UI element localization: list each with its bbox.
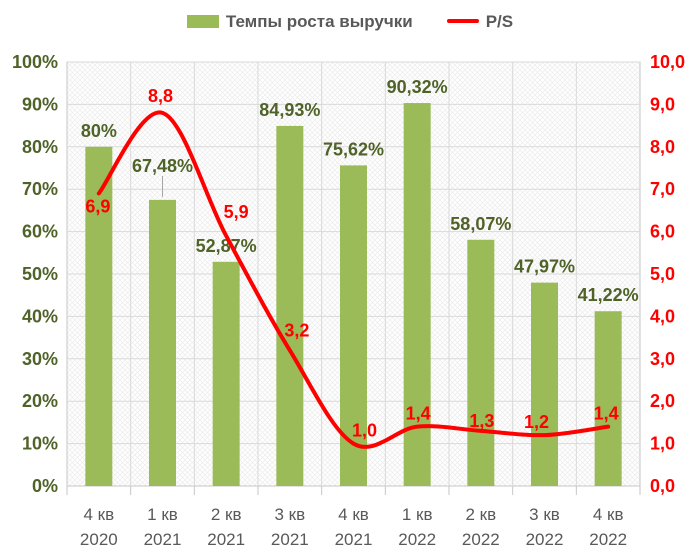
x-axis-label-quarter: 2 кв [211,505,242,524]
right-axis-tick-label: 10,0 [650,52,685,72]
left-axis-tick-label: 10% [22,434,58,454]
left-axis-tick-label: 80% [22,137,58,157]
bar-series-swatch-icon [186,14,219,28]
bar-data-label: 58,07% [450,214,511,234]
left-axis-tick-label: 40% [22,306,58,326]
x-axis-label-year: 2021 [271,530,309,549]
left-axis-tick-label: 50% [22,264,58,284]
bar [403,103,431,486]
bar [531,282,558,486]
right-axis-tick-label: 6,0 [650,222,675,242]
line-data-label: 1,0 [352,421,377,441]
right-axis-tick-label: 7,0 [650,179,675,199]
x-axis-label-year: 2022 [398,530,436,549]
x-axis-label-quarter: 4 кв [338,505,369,524]
right-axis-tick-label: 4,0 [650,306,675,326]
line-data-label: 1,2 [524,412,549,432]
bar [212,261,240,486]
left-axis-tick-label: 30% [22,349,58,369]
left-axis-tick-label: 90% [22,94,58,114]
right-axis-tick-label: 8,0 [650,137,675,157]
line-data-label: 6,9 [85,196,110,216]
x-axis-label-quarter: 4 кв [84,505,115,524]
right-axis-tick-label: 5,0 [650,264,675,284]
bar-data-label: 52,87% [196,236,257,256]
bar-data-label: 67,48% [132,156,193,176]
x-axis-label-year: 2022 [526,530,564,549]
right-axis-tick-label: 1,0 [650,434,675,454]
bar-data-label: 90,32% [387,77,448,97]
line-series-swatch-icon [446,19,479,23]
right-axis-tick-label: 3,0 [650,349,675,369]
left-axis-tick-label: 0% [32,476,58,496]
bar-data-label: 84,93% [259,100,320,120]
bar-data-label: 47,97% [514,257,575,277]
x-axis-label-quarter: 1 кв [147,505,178,524]
x-axis-label-year: 2022 [462,530,500,549]
x-axis-label-quarter: 3 кв [275,505,306,524]
left-axis-tick-label: 60% [22,222,58,242]
left-axis-tick-label: 100% [12,52,58,72]
ps-line [96,110,611,449]
left-axis-tick-label: 70% [22,179,58,199]
left-axis-tick-label: 20% [22,391,58,411]
bar [340,165,367,486]
legend: Темпы роста выручки P/S [0,8,700,34]
line-data-label: 1,4 [406,404,431,424]
bar-series-legend-label: Темпы роста выручки [225,11,413,31]
line-data-label: 1,3 [469,411,494,431]
legend-item-revenue-growth: Темпы роста выручки [186,11,413,31]
bar [276,125,304,487]
bar [594,311,622,486]
bar-data-label: 75,62% [323,139,384,159]
x-axis-label-year: 2021 [207,530,245,549]
x-axis-label-quarter: 3 кв [529,505,560,524]
bar [149,199,176,486]
x-axis-label-quarter: 4 кв [593,505,624,524]
x-axis-label-year: 2021 [144,530,182,549]
line-series-legend-label: P/S [485,11,514,31]
x-axis-label-year: 2022 [589,530,627,549]
bar [85,146,113,487]
x-axis-label-quarter: 1 кв [402,505,433,524]
x-axis-label-year: 2020 [80,530,118,549]
legend-item-ps: P/S [446,11,514,31]
x-axis-label-year: 2021 [335,530,373,549]
right-axis-tick-label: 9,0 [650,94,675,114]
line-data-label: 5,9 [224,202,249,222]
bar [467,239,495,486]
right-axis-tick-label: 0,0 [650,476,675,496]
right-axis-tick-label: 2,0 [650,391,675,411]
line-data-label: 8,8 [148,86,173,106]
x-axis-label-quarter: 2 кв [466,505,497,524]
bar-data-label: 80% [81,121,117,141]
bar-data-label: 41,22% [578,285,639,305]
line-data-label: 1,4 [594,404,619,424]
line-data-label: 3,2 [284,320,309,340]
